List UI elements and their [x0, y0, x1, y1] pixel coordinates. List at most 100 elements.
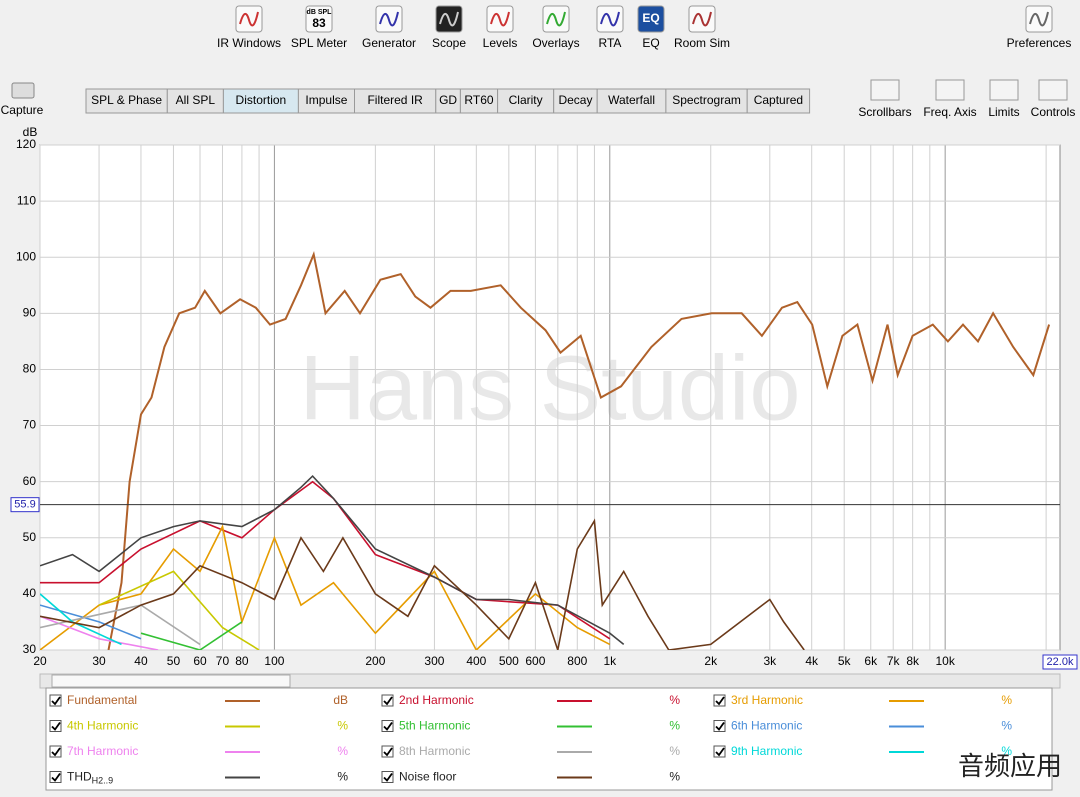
y-tick-label: 120 [16, 137, 36, 151]
view-label[interactable]: Freq. Axis [923, 105, 976, 119]
tab[interactable] [222, 88, 299, 114]
legend-name[interactable]: 9th Harmonic [731, 744, 802, 758]
legend-checkbox[interactable] [713, 694, 726, 707]
tab-label[interactable]: RT60 [464, 93, 493, 107]
legend-check [383, 721, 393, 731]
view-label[interactable]: Scrollbars [858, 105, 911, 119]
legend-unit: % [337, 719, 348, 733]
tab[interactable] [85, 88, 168, 114]
legend-checkbox[interactable] [49, 745, 62, 758]
legend-checkbox[interactable] [381, 771, 394, 783]
tab-label[interactable]: GD [439, 93, 457, 107]
tool-label[interactable]: Overlays [532, 36, 579, 50]
x-tick-label: 30 [92, 654, 106, 668]
tool-label[interactable]: Scope [432, 36, 466, 50]
x-tick-label: 20 [33, 654, 47, 668]
legend-name[interactable]: 6th Harmonic [731, 719, 802, 733]
tab[interactable] [553, 88, 598, 114]
legend-check [383, 772, 393, 782]
legend-name[interactable]: 2nd Harmonic [399, 693, 474, 707]
tab-label[interactable]: Waterfall [608, 93, 655, 107]
x-tick-label: 80 [235, 654, 249, 668]
tool-label[interactable]: EQ [642, 36, 659, 50]
legend-unit: % [669, 770, 680, 784]
series-line [107, 250, 1051, 650]
tab[interactable] [354, 88, 437, 114]
tab[interactable] [665, 88, 748, 114]
legend-name[interactable]: Noise floor [399, 770, 456, 784]
legend-name[interactable]: THDH2..9 [67, 770, 113, 786]
x-tick-label: 60 [193, 654, 207, 668]
legend-name-text: 5th Harmonic [399, 719, 470, 733]
tab[interactable] [746, 88, 811, 114]
tab-label[interactable]: All SPL [176, 93, 216, 107]
legend-checkbox[interactable] [713, 745, 726, 758]
tool-label[interactable]: Room Sim [674, 36, 730, 50]
legend-name[interactable]: 4th Harmonic [67, 719, 138, 733]
legend-name[interactable]: 8th Harmonic [399, 744, 470, 758]
tool-glyph [1029, 11, 1049, 27]
legend-check [715, 696, 725, 706]
plot-area [39, 144, 1061, 651]
view-label[interactable]: Limits [988, 105, 1019, 119]
legend-checkbox[interactable] [381, 745, 394, 758]
tool-label[interactable]: SPL Meter [291, 36, 347, 50]
legend-checkbox[interactable] [713, 720, 726, 732]
watermark: Hans Studio [299, 337, 800, 439]
tab-label[interactable]: SPL & Phase [91, 93, 162, 107]
x-tick-label: 500 [499, 654, 519, 668]
legend-checkbox[interactable] [49, 720, 62, 732]
capture-icon[interactable] [11, 82, 35, 99]
y-tick-label: 100 [16, 249, 36, 263]
legend-name-text: THD [67, 770, 92, 784]
y-tick-label: 60 [23, 474, 37, 488]
tool-label[interactable]: Generator [362, 36, 416, 50]
legend-name-text: 3rd Harmonic [731, 693, 803, 707]
legend-unit: % [1001, 719, 1012, 733]
tool-icon[interactable] [637, 5, 665, 33]
tab-label[interactable]: Filtered IR [367, 93, 423, 107]
view-label[interactable]: Controls [1031, 105, 1076, 119]
tool-glyph [692, 11, 712, 27]
x-tick-label: 2k [704, 654, 718, 668]
legend-checkbox[interactable] [49, 694, 62, 707]
tab-label[interactable]: Clarity [509, 93, 543, 107]
x-tick-label: 8k [906, 654, 920, 668]
tool-glyph [600, 11, 620, 27]
view-icon[interactable] [935, 79, 965, 101]
x-tick-label: 50 [167, 654, 181, 668]
legend-name[interactable]: Fundamental [67, 693, 137, 707]
x-tick-label: 10k [935, 654, 955, 668]
tool-label[interactable]: Levels [483, 36, 518, 50]
x-tick-label: 300 [424, 654, 444, 668]
tool-label[interactable]: RTA [599, 36, 622, 50]
scroll-thumb[interactable] [51, 674, 291, 688]
tool-icon-text: EQ [642, 11, 659, 25]
tab-label[interactable]: Distortion [236, 93, 287, 107]
view-icon[interactable] [870, 79, 900, 101]
tool-label[interactable]: IR Windows [217, 36, 281, 50]
tab[interactable] [497, 88, 555, 114]
legend-name[interactable]: 7th Harmonic [67, 744, 138, 758]
legend-checkbox[interactable] [381, 694, 394, 707]
legend-checkbox[interactable] [49, 771, 62, 783]
xmax-box [1042, 654, 1078, 670]
capture-label[interactable]: Capture [1, 103, 44, 117]
legend-name[interactable]: 5th Harmonic [399, 719, 470, 733]
tool-icon[interactable] [305, 5, 333, 33]
tab-label[interactable]: Decay [558, 93, 592, 107]
tab-label[interactable]: Spectrogram [672, 93, 741, 107]
tab-label[interactable]: Impulse [305, 93, 347, 107]
x-tick-label: 100 [264, 654, 284, 668]
tab-label[interactable]: Captured [754, 93, 803, 107]
view-icon[interactable] [1038, 79, 1068, 101]
tool-label[interactable]: Preferences [1007, 36, 1072, 50]
tab[interactable] [435, 88, 461, 114]
tab[interactable] [596, 88, 667, 114]
legend-unit: dB [333, 693, 348, 707]
view-icon[interactable] [989, 79, 1019, 101]
legend-checkbox[interactable] [381, 720, 394, 732]
cursor-box [10, 497, 40, 513]
legend-name[interactable]: 3rd Harmonic [731, 693, 803, 707]
